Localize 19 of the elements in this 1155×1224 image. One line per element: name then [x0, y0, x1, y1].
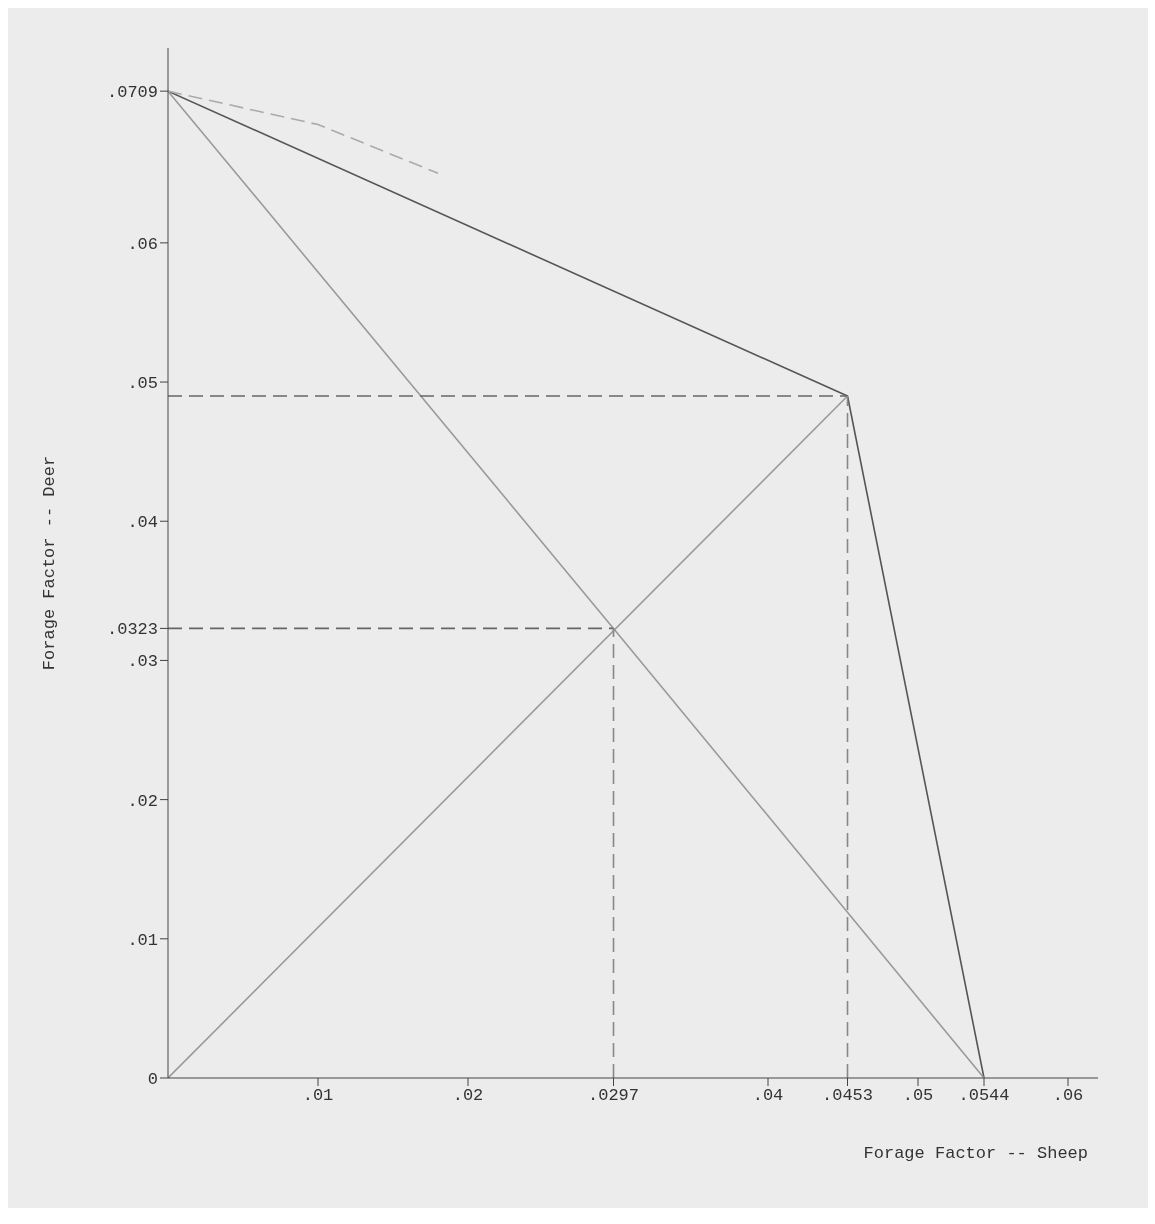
x-tick-label: .06: [1052, 1086, 1084, 1106]
y-tick-label: .0709: [106, 83, 158, 103]
y-tick-label: .01: [127, 930, 158, 950]
y-tick-label: .02: [127, 791, 158, 811]
x-tick-label: .02: [452, 1086, 484, 1106]
y-tick-label: .0323: [106, 620, 158, 640]
y-tick-label: .04: [127, 513, 158, 533]
y-axis-title: Forage Factor -- Deer: [40, 455, 60, 671]
y-tick-label: .03: [127, 652, 158, 672]
x-tick-label: .0453: [821, 1086, 874, 1106]
x-tick-label: .01: [302, 1086, 334, 1106]
y-tick-label: 0: [147, 1070, 158, 1090]
x-tick-label: .04: [752, 1086, 784, 1106]
x-tick-label: .0297: [587, 1086, 640, 1106]
x-axis-title: Forage Factor -- Sheep: [863, 1144, 1088, 1163]
x-tick-label: .0544: [958, 1086, 1010, 1106]
y-tick-label: .05: [127, 374, 158, 394]
x-tick-label: .05: [902, 1086, 934, 1106]
y-tick-label: .06: [127, 234, 158, 254]
